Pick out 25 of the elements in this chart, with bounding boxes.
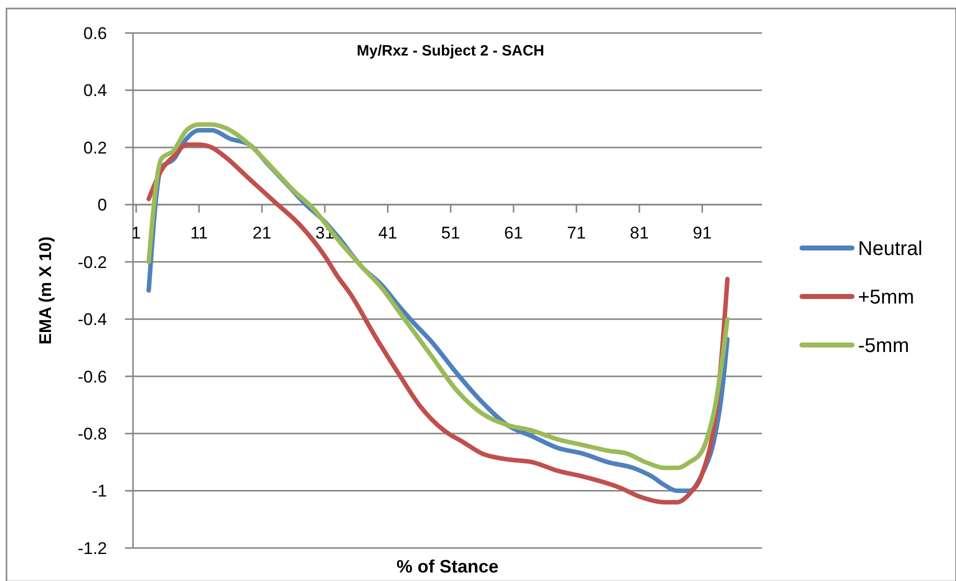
text: My/Rxz - Subject 2 - SACH (356, 42, 544, 60)
legend-label: -5mm (858, 335, 910, 357)
y-tick-label: 0.4 (83, 81, 107, 100)
x-axis-title: % of Stance (396, 556, 499, 576)
x-tick-label: 91 (692, 224, 712, 243)
y-tick-label: 0 (98, 196, 107, 215)
x-tick-label: 81 (630, 224, 649, 243)
x-tick-label: 21 (252, 224, 272, 243)
x-tick-label: 51 (441, 224, 460, 243)
y-tick-label: -0.4 (78, 310, 107, 330)
y-tick-label: -1 (92, 482, 107, 501)
x-tick-label: 11 (190, 224, 208, 243)
legend-label: Neutral (858, 238, 922, 260)
x-tick-label: 61 (504, 224, 524, 243)
x-tick-label: 41 (378, 224, 398, 243)
y-tick-label: 0.6 (83, 24, 107, 43)
y-tick-label: -0.8 (78, 424, 107, 444)
y-tick-label: -0.6 (78, 367, 107, 386)
y-tick-label: -0.2 (78, 252, 107, 272)
y-tick-label: -1.2 (78, 538, 107, 558)
x-tick-label: 71 (566, 224, 586, 243)
legend-label: +5mm (858, 286, 914, 308)
x-tick-label: 1 (131, 224, 141, 243)
y-tick-label: 0.2 (83, 138, 107, 158)
y-axis-title: EMA (m X 10) (36, 236, 55, 345)
